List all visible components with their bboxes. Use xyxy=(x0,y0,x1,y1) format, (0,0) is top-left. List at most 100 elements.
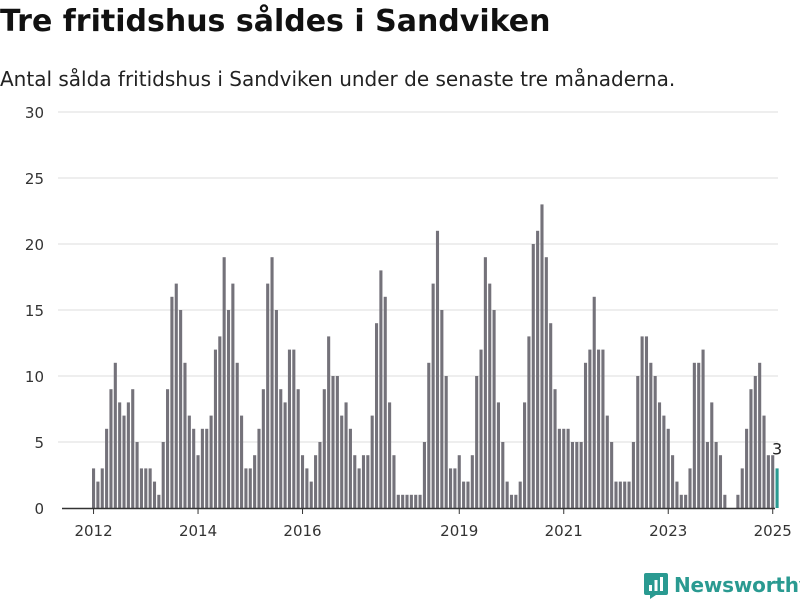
bar xyxy=(640,336,644,508)
bar xyxy=(292,349,296,508)
bar xyxy=(148,468,152,508)
bar xyxy=(187,415,191,508)
bar xyxy=(501,442,505,508)
bar xyxy=(96,481,100,508)
bar xyxy=(688,468,692,508)
bar xyxy=(714,442,718,508)
bar xyxy=(740,468,744,508)
chart-title: Tre fritidshus såldes i Sandviken xyxy=(0,4,551,39)
bar xyxy=(631,442,635,508)
bar xyxy=(401,494,405,508)
bar xyxy=(422,442,426,508)
bar xyxy=(736,494,740,508)
bar xyxy=(300,455,305,508)
y-tick-label: 0 xyxy=(34,500,44,518)
bar xyxy=(379,270,383,508)
bar xyxy=(531,244,535,508)
bar xyxy=(588,349,592,508)
bar xyxy=(192,428,196,508)
bar xyxy=(466,481,470,508)
bar xyxy=(662,415,666,508)
bar xyxy=(505,481,509,508)
bar xyxy=(566,428,570,508)
bar xyxy=(218,336,222,508)
bar xyxy=(718,455,723,508)
bar xyxy=(427,362,431,508)
bar xyxy=(226,310,231,508)
bar xyxy=(431,283,435,508)
bar xyxy=(771,455,775,508)
bar xyxy=(240,415,244,508)
bar xyxy=(671,455,675,508)
x-tick-label: 2014 xyxy=(179,522,217,540)
bar xyxy=(287,349,292,508)
bar xyxy=(266,283,270,508)
bar xyxy=(139,468,143,508)
bar xyxy=(105,428,109,508)
bar xyxy=(435,230,440,509)
y-tick-label: 30 xyxy=(25,104,44,122)
bar xyxy=(523,402,527,508)
x-tick-label: 2025 xyxy=(754,522,792,540)
bar xyxy=(575,442,579,508)
bar xyxy=(348,428,352,508)
bar xyxy=(601,349,605,508)
bar xyxy=(636,376,640,508)
bar xyxy=(653,376,657,508)
bar xyxy=(684,494,688,508)
bar xyxy=(331,376,335,508)
bar xyxy=(697,362,701,508)
bar xyxy=(444,376,448,508)
bar xyxy=(174,283,178,508)
bar xyxy=(122,415,126,508)
bar xyxy=(544,257,548,508)
bar xyxy=(509,494,514,508)
highlight-data-label: 3 xyxy=(772,439,782,458)
y-tick-label: 5 xyxy=(34,434,44,452)
bar xyxy=(166,389,170,508)
bar xyxy=(657,402,662,508)
bar xyxy=(679,494,683,508)
bar xyxy=(157,494,161,508)
bar xyxy=(623,481,627,508)
bar xyxy=(610,442,614,508)
y-tick-label: 20 xyxy=(25,236,44,254)
bar xyxy=(109,389,113,508)
bar xyxy=(527,336,531,508)
x-tick-label: 2021 xyxy=(545,522,583,540)
bar xyxy=(492,310,496,508)
bar xyxy=(305,468,309,508)
bar xyxy=(627,481,631,508)
bar xyxy=(248,468,252,508)
bar xyxy=(179,310,183,508)
bar xyxy=(309,481,313,508)
bar xyxy=(131,389,135,508)
newsworthy-wordmark: Newsworthy xyxy=(674,573,800,597)
bar xyxy=(213,349,218,508)
bar xyxy=(753,376,757,508)
bar xyxy=(113,362,117,508)
bar xyxy=(758,362,762,508)
bar xyxy=(383,296,387,508)
bar xyxy=(92,468,96,508)
bar xyxy=(675,481,679,508)
bar xyxy=(749,389,753,508)
bar xyxy=(274,310,278,508)
bar xyxy=(453,468,457,508)
bar xyxy=(409,494,413,508)
bar xyxy=(666,428,670,508)
y-tick-label: 25 xyxy=(25,170,44,188)
bar xyxy=(261,389,265,508)
bar xyxy=(745,428,749,508)
bar xyxy=(322,389,326,508)
bar xyxy=(196,455,200,508)
bar xyxy=(549,323,553,508)
bar xyxy=(766,455,770,508)
bar xyxy=(762,415,766,508)
bar xyxy=(705,442,709,508)
bar xyxy=(152,481,157,508)
bar xyxy=(557,428,561,508)
bar xyxy=(205,428,209,508)
bar xyxy=(514,494,518,508)
x-tick-label: 2012 xyxy=(74,522,112,540)
